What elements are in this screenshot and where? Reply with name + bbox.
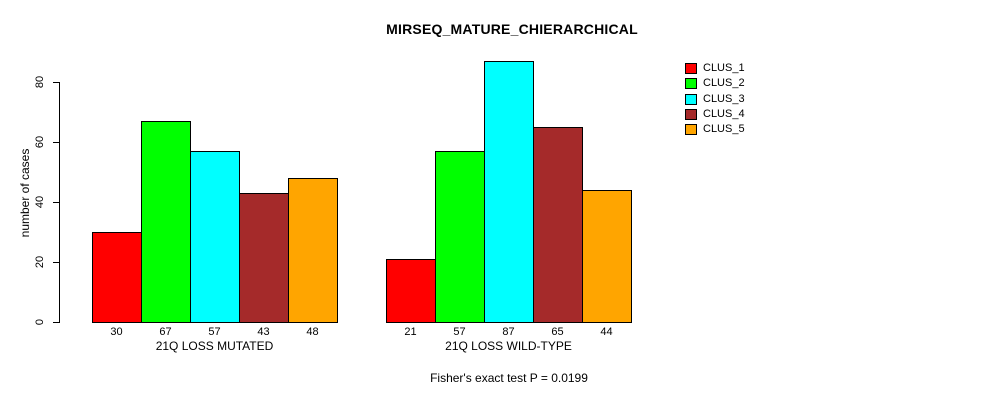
bar-clus_2	[435, 151, 485, 323]
bar-value-label: 44	[600, 326, 613, 338]
footnote: Fisher's exact test P = 0.0199	[430, 371, 588, 385]
legend-label: CLUS_3	[703, 92, 745, 105]
bar-clus_4	[533, 127, 583, 323]
y-axis-tick-label: 80	[34, 75, 46, 89]
legend-item: CLUS_1	[685, 61, 745, 76]
bar-clus_5	[288, 178, 338, 323]
y-axis-tick-label: 40	[34, 195, 46, 209]
legend-item: CLUS_3	[685, 92, 745, 107]
bar-clus_4	[239, 193, 289, 323]
bar-value-label: 30	[110, 326, 123, 338]
bar-clus_3	[190, 151, 240, 323]
y-axis-tick	[53, 142, 60, 143]
legend-swatch	[685, 124, 697, 136]
legend-swatch	[685, 93, 697, 105]
bar-clus_5	[582, 190, 632, 323]
legend-label: CLUS_1	[703, 62, 745, 74]
bar-value-label: 67	[159, 326, 172, 338]
legend-item: CLUS_2	[685, 76, 745, 91]
y-axis-tick	[53, 82, 60, 83]
chart-title: MIRSEQ_MATURE_CHIERARCHICAL	[386, 21, 638, 37]
y-axis-label: number of cases	[18, 148, 32, 238]
bar-value-label: 65	[551, 326, 564, 338]
legend-swatch	[685, 63, 697, 74]
bar-clus_1	[386, 259, 436, 323]
y-axis-tick	[53, 322, 60, 323]
bar-clus_2	[141, 121, 191, 323]
y-axis-tick-label: 0	[34, 318, 46, 326]
legend-swatch	[685, 78, 697, 90]
y-axis-tick	[53, 262, 60, 263]
bar-value-label: 48	[306, 326, 319, 338]
y-axis-tick-label: 20	[34, 255, 46, 269]
legend-item: CLUS_4	[685, 107, 745, 122]
legend-label: CLUS_4	[703, 107, 745, 120]
bar-value-label: 57	[453, 326, 466, 338]
bar-value-label: 21	[404, 326, 417, 338]
bar-value-label: 57	[208, 326, 221, 338]
group-label: 21Q LOSS WILD-TYPE	[445, 339, 572, 353]
group-label: 21Q LOSS MUTATED	[155, 339, 274, 353]
legend-swatch	[685, 108, 697, 120]
bar-clus_1	[92, 232, 142, 323]
legend-item: CLUS_5	[685, 122, 745, 137]
bar-clus_3	[484, 61, 534, 323]
bar-value-label: 43	[257, 326, 270, 338]
y-axis-tick-label: 60	[34, 135, 46, 149]
bar-value-label: 87	[502, 326, 515, 338]
legend-label: CLUS_5	[703, 123, 745, 136]
legend-label: CLUS_2	[703, 77, 745, 90]
y-axis-tick	[53, 202, 60, 203]
